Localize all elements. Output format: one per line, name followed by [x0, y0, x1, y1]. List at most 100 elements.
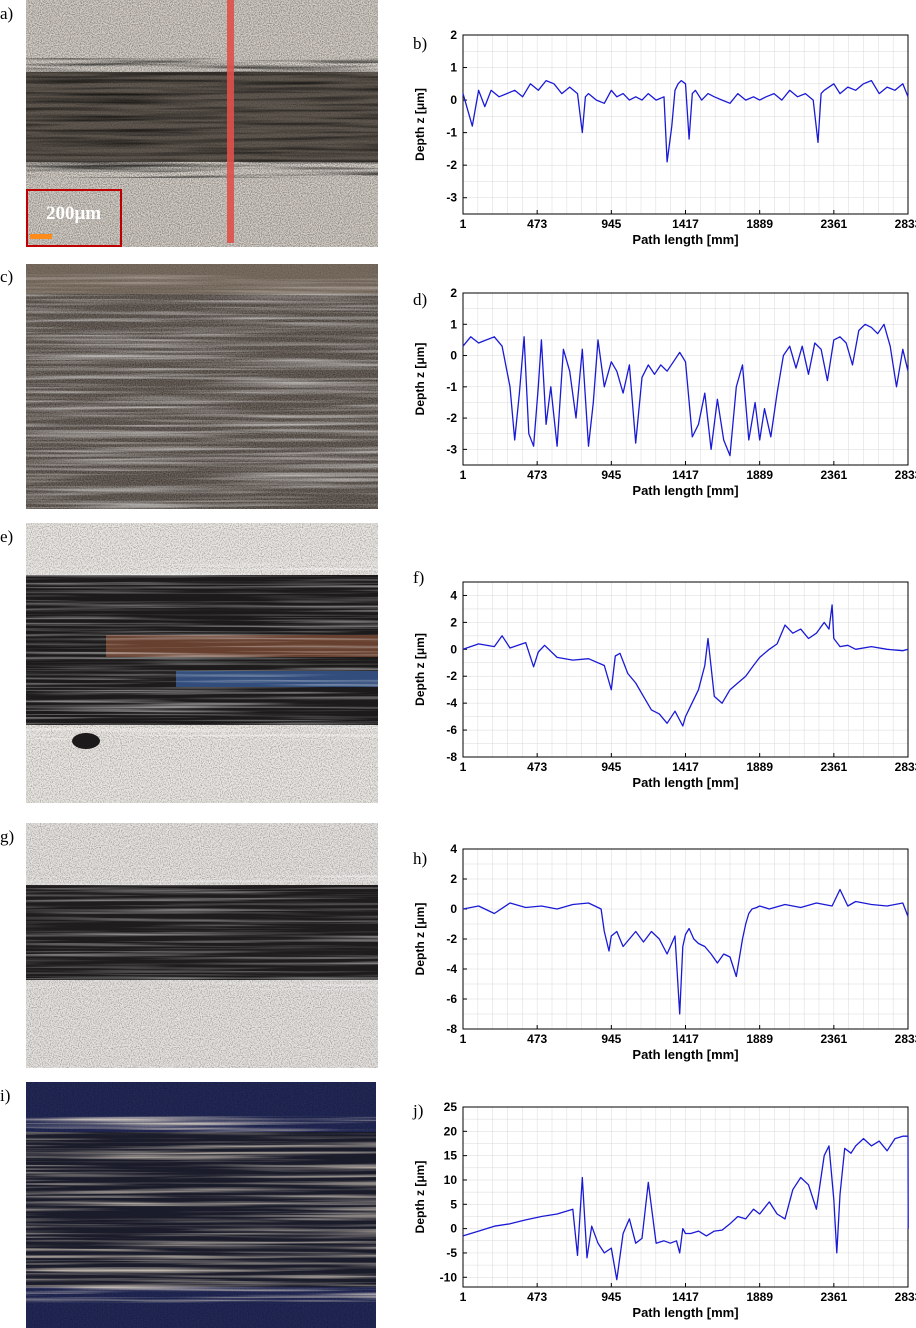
panel-label-j: j) [413, 1101, 424, 1120]
panel-label-h: h) [413, 849, 428, 868]
x-tick-label: 2833 [895, 1032, 916, 1046]
y-axis-label: Depth z [μm] [413, 343, 427, 416]
x-tick-label: 945 [601, 760, 621, 774]
panel-label-d: d) [413, 290, 428, 309]
panel-label-g: g) [0, 827, 15, 846]
y-tick-label: -2 [446, 411, 457, 425]
x-tick-label: 1889 [746, 760, 773, 774]
y-tick-label: -2 [446, 158, 457, 172]
y-tick-label: -4 [446, 962, 457, 976]
y-axis-label: Depth z [μm] [413, 1161, 427, 1234]
y-tick-label: -5 [446, 1246, 457, 1260]
x-axis-label: Path length [mm] [632, 1305, 738, 1320]
panel-label-e: e) [0, 527, 14, 546]
y-tick-label: -3 [446, 191, 457, 205]
y-tick-label: 0 [450, 642, 457, 656]
x-tick-label: 2833 [895, 217, 916, 231]
depth-profile-line [462, 1135, 909, 1281]
depth-profile-line [462, 79, 909, 163]
x-tick-label: 1417 [672, 760, 699, 774]
x-tick-label: 1 [460, 760, 467, 774]
micrograph-c [26, 264, 378, 509]
x-tick-label: 473 [527, 468, 547, 482]
x-tick-label: 2361 [820, 1032, 847, 1046]
y-axis-label: Depth z [μm] [413, 88, 427, 161]
x-tick-label: 473 [527, 760, 547, 774]
y-tick-label: 0 [450, 902, 457, 916]
panel-label-f: f) [413, 568, 425, 587]
scale-bar-label: 200μm [46, 203, 102, 224]
y-tick-label: -3 [446, 442, 457, 456]
x-tick-label: 1417 [672, 468, 699, 482]
micrograph-a [26, 0, 378, 247]
x-tick-label: 2833 [895, 760, 916, 774]
x-tick-label: 945 [601, 1032, 621, 1046]
y-tick-label: -2 [446, 932, 457, 946]
x-tick-label: 1417 [672, 1032, 699, 1046]
x-tick-label: 945 [601, 217, 621, 231]
depth-profile-line [462, 604, 909, 727]
scale-bar [30, 234, 52, 239]
x-axis-label: Path length [mm] [632, 775, 738, 790]
x-tick-label: 2833 [895, 468, 916, 482]
panel-label-a: a) [0, 4, 14, 23]
panel-label-b: b) [413, 34, 428, 53]
x-tick-label: 1 [460, 217, 467, 231]
x-tick-label: 2361 [820, 217, 847, 231]
y-tick-label: -8 [446, 750, 457, 764]
y-tick-label: 0 [450, 1222, 457, 1236]
y-tick-label: 0 [450, 93, 457, 107]
y-tick-label: 0 [450, 349, 457, 363]
x-tick-label: 1889 [746, 1032, 773, 1046]
x-tick-label: 473 [527, 217, 547, 231]
x-axis-label: Path length [mm] [632, 1047, 738, 1062]
micrograph-g [26, 823, 378, 1068]
chart-1: 1 473 945 1417 1889 2361 2833 2 1 0 -1 -2 -3 Path len… [413, 286, 916, 498]
x-tick-label: 1 [460, 1032, 467, 1046]
x-tick-label: 1 [460, 468, 467, 482]
micrograph-i [26, 1082, 376, 1328]
x-tick-label: 945 [601, 468, 621, 482]
y-tick-label: 10 [444, 1173, 458, 1187]
x-tick-label: 2361 [820, 1290, 847, 1304]
x-tick-label: 1889 [746, 217, 773, 231]
chart-0: 1 473 945 1417 1889 2361 2833 2 1 0 -1 -2 -3 Path len… [413, 28, 916, 247]
x-axis-label: Path length [mm] [632, 483, 738, 498]
chart-3: 1 473 945 1417 1889 2361 2833 4 2 0 -2 -4 -6 -8 Path l… [413, 842, 916, 1062]
micrograph-e [26, 523, 378, 803]
y-tick-label: -6 [446, 723, 457, 737]
y-tick-label: 1 [450, 317, 457, 331]
chart-4: 1 473 945 1417 1889 2361 2833 25 20 15 10 5 0 -5 -10 Pa… [413, 1100, 916, 1320]
section-line [227, 0, 234, 243]
x-axis-label: Path length [mm] [632, 232, 738, 247]
y-tick-label: 20 [444, 1124, 458, 1138]
y-tick-label: 2 [450, 28, 457, 42]
y-tick-label: 2 [450, 615, 457, 629]
y-tick-label: 5 [450, 1197, 457, 1211]
depth-profile-line [462, 888, 909, 1015]
x-tick-label: 1 [460, 1290, 467, 1304]
y-tick-label: -6 [446, 992, 457, 1006]
y-tick-label: 2 [450, 286, 457, 300]
y-tick-label: 1 [450, 61, 457, 75]
y-tick-label: 25 [444, 1100, 458, 1114]
x-tick-label: 473 [527, 1290, 547, 1304]
chart-2: 1 473 945 1417 1889 2361 2833 4 2 0 -2 -4 -6 -8 Path l… [413, 581, 916, 790]
x-tick-label: 1417 [672, 217, 699, 231]
scale-bar-box [26, 189, 122, 247]
y-tick-label: -8 [446, 1022, 457, 1036]
x-tick-label: 2361 [820, 468, 847, 482]
panel-label-c: c) [0, 267, 14, 286]
y-tick-label: 2 [450, 872, 457, 886]
y-tick-label: -4 [446, 696, 457, 710]
x-tick-label: 1889 [746, 1290, 773, 1304]
y-tick-label: -2 [446, 669, 457, 683]
y-tick-label: 15 [444, 1149, 458, 1163]
x-tick-label: 1417 [672, 1290, 699, 1304]
y-tick-label: 4 [450, 842, 457, 856]
y-tick-label: -10 [440, 1270, 458, 1284]
y-tick-label: -1 [446, 126, 457, 140]
x-tick-label: 2833 [895, 1290, 916, 1304]
y-axis-label: Depth z [μm] [413, 903, 427, 976]
